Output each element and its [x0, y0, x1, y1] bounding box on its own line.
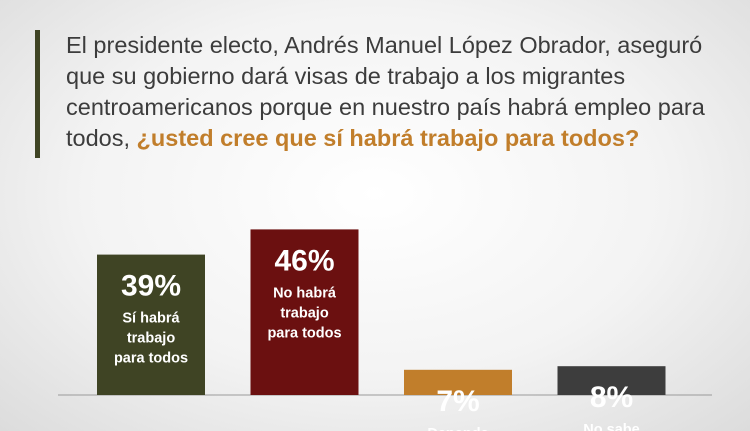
category-label-2-line-3: para todos: [267, 325, 341, 341]
category-label-2-line-2: trabajo: [280, 305, 328, 321]
question-body: El presidente electo, Andrés Manuel Lópe…: [66, 32, 705, 151]
value-label-1: 39%: [121, 270, 181, 303]
category-label-2-line-1: No habrá: [273, 285, 337, 301]
bar-4: [557, 366, 666, 395]
bar-3: [404, 369, 512, 395]
value-label-3: 7%: [436, 385, 479, 418]
category-label-1-line-3: para todos: [114, 351, 188, 367]
category-label-4-line-1: No sabe: [583, 422, 639, 431]
category-label-3-line-1: Depende: [427, 426, 488, 431]
bar-2: [250, 229, 359, 395]
question-text: El presidente electo, Andrés Manuel Lópe…: [66, 30, 736, 154]
bar-1: [97, 254, 205, 395]
category-label-1-line-1: Sí habrá: [122, 311, 180, 327]
value-label-2: 46%: [274, 244, 334, 277]
question-highlight: ¿usted cree que sí habrá trabajo para to…: [136, 125, 640, 151]
accent-bar: [35, 30, 40, 158]
value-label-4: 8%: [590, 381, 633, 414]
category-label-1-line-2: trabajo: [127, 331, 175, 347]
